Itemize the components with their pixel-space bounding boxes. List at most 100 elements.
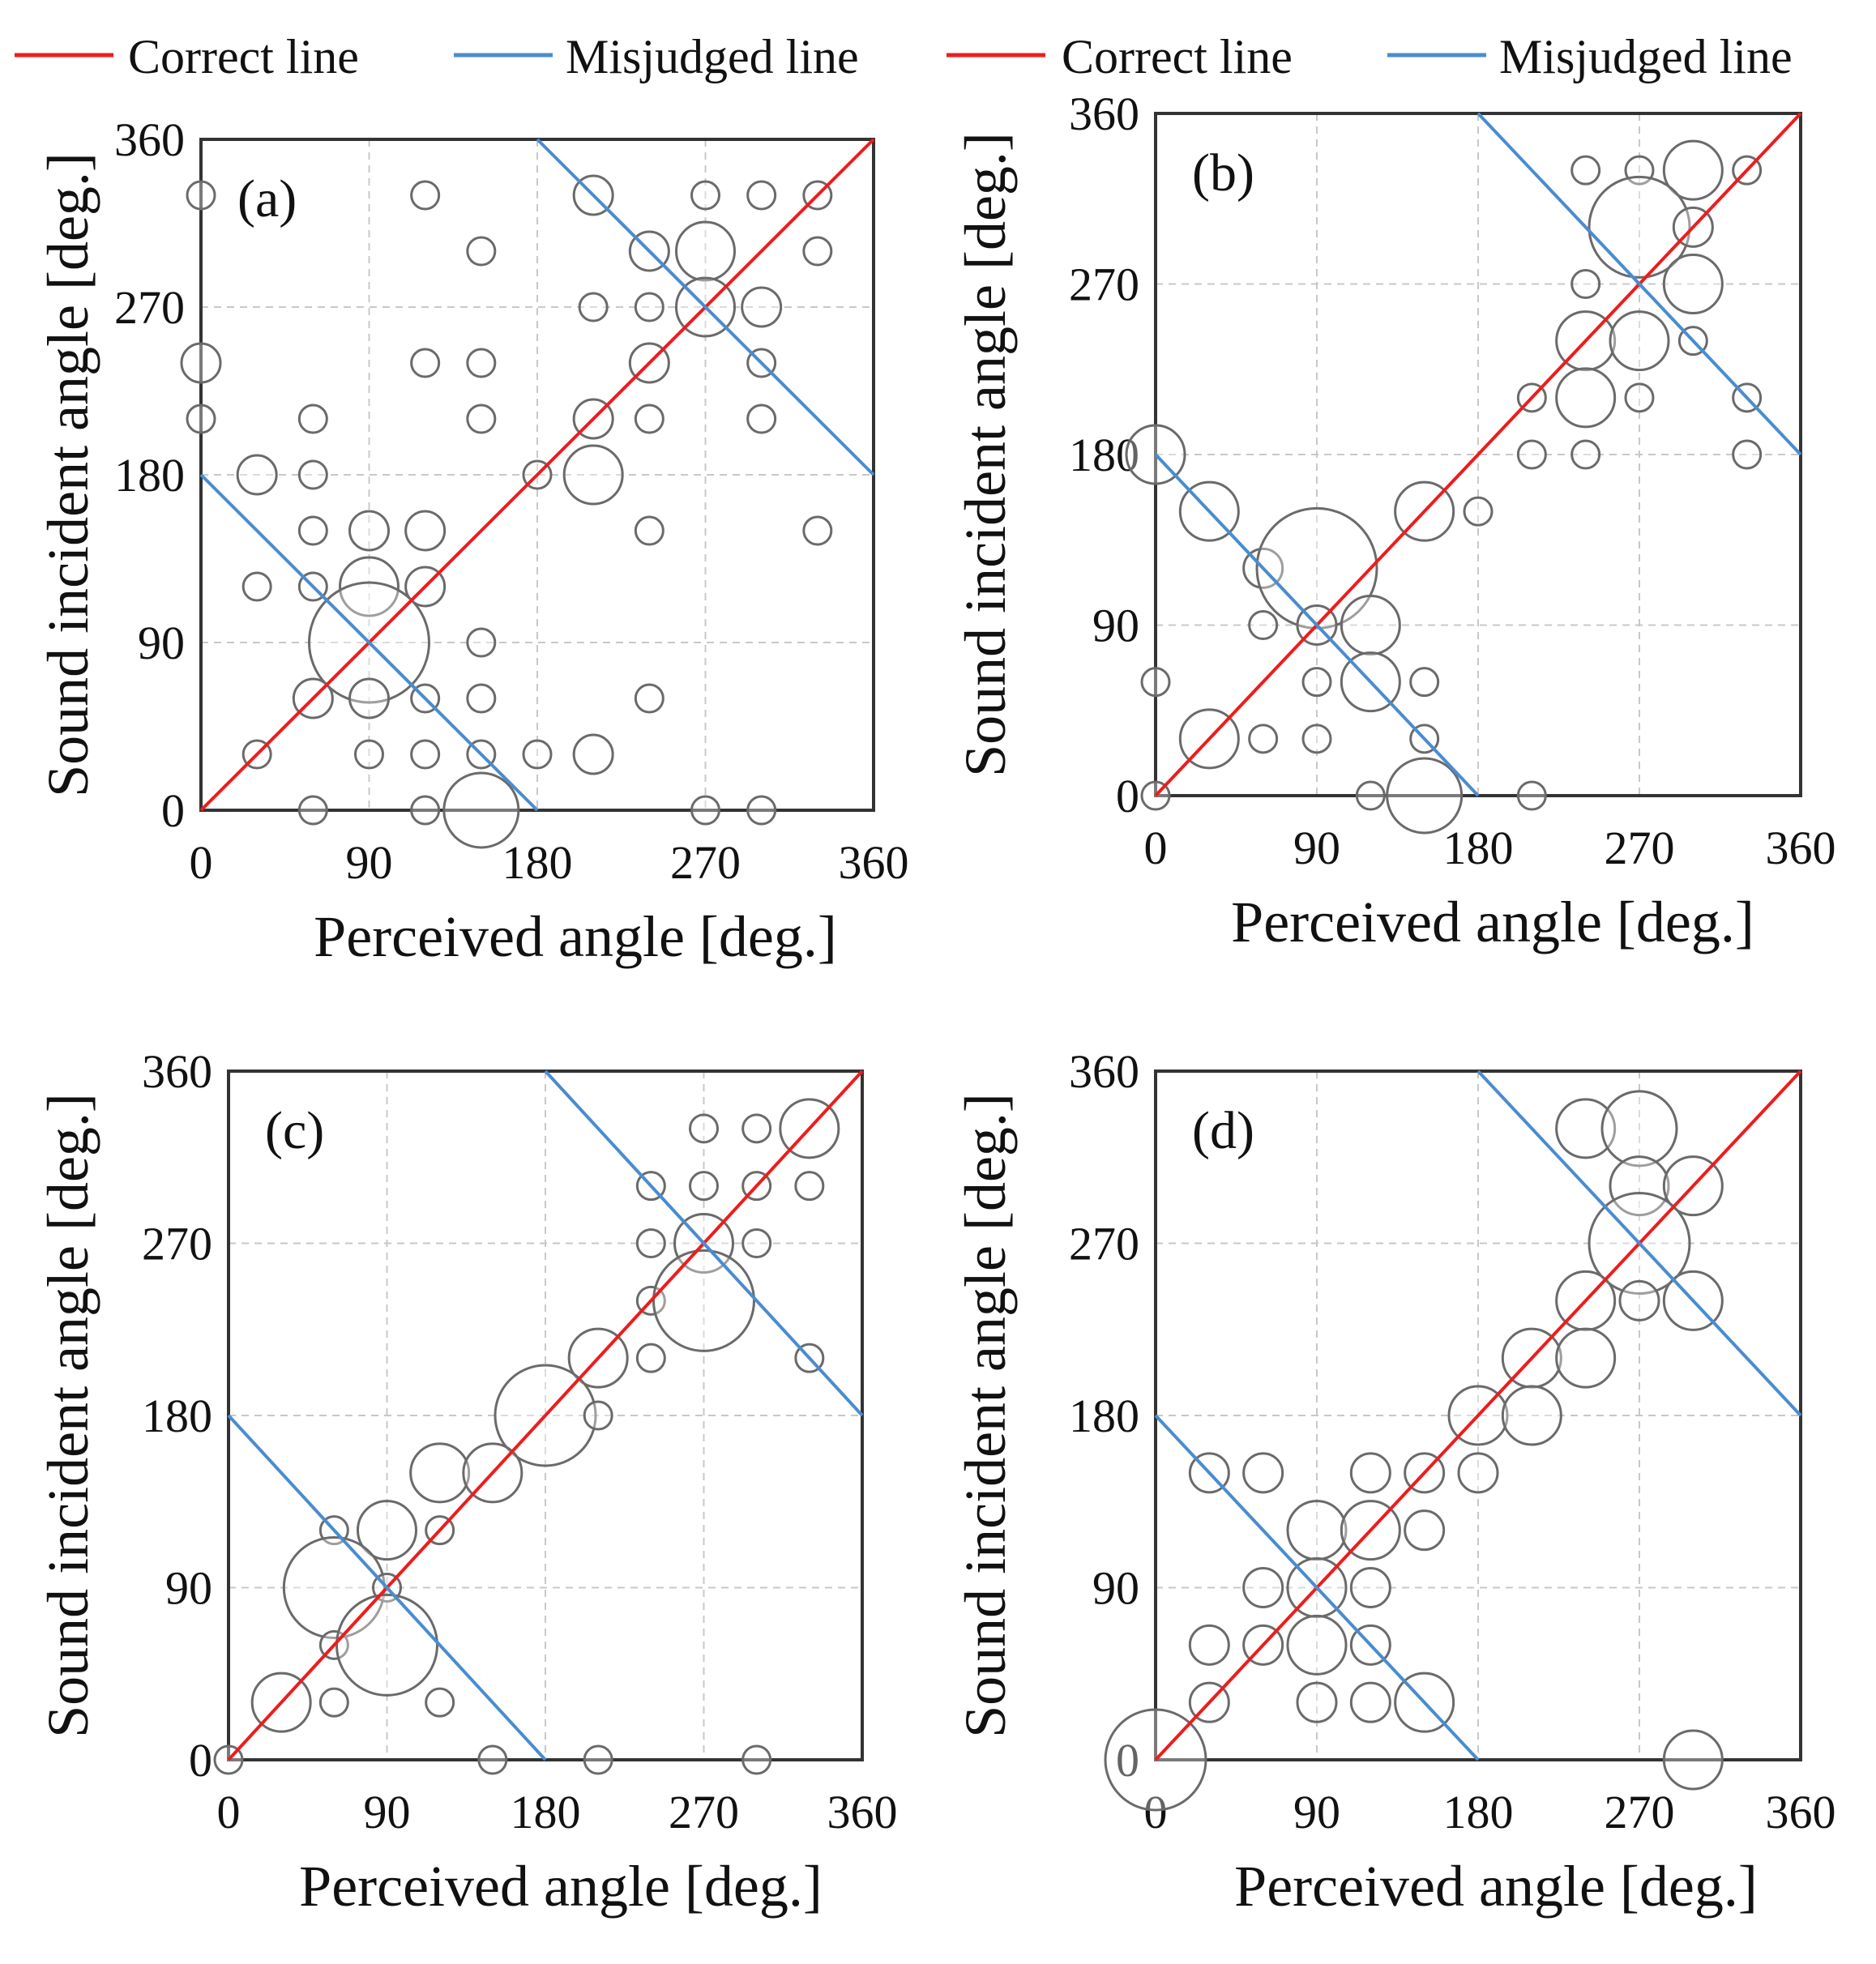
data-bubble — [410, 348, 441, 378]
data-bubble — [1409, 667, 1440, 698]
data-bubble — [741, 1744, 772, 1775]
x-tick-label: 0 — [190, 836, 213, 889]
data-bubble — [675, 220, 736, 282]
data-bubble — [1516, 439, 1547, 470]
y-tick-label: 90 — [1092, 600, 1139, 652]
data-bubble — [1248, 724, 1279, 754]
y-tick-label: 360 — [1069, 1045, 1139, 1098]
data-bubble — [180, 342, 222, 384]
y-tick-label: 360 — [114, 113, 185, 166]
y-tick-label: 180 — [114, 449, 185, 502]
x-tick-label: 360 — [827, 1786, 898, 1838]
legend-label-misjudged-2: Misjudged line — [1499, 30, 1793, 83]
data-bubble — [1286, 1500, 1348, 1561]
data-bubble — [282, 1536, 386, 1639]
y-axis-label: Sound incident angle [deg.] — [36, 1093, 100, 1738]
data-bubble — [746, 403, 777, 434]
data-bubble — [1349, 1452, 1391, 1494]
data-bubble — [425, 1687, 455, 1718]
data-bubble — [335, 1593, 438, 1697]
x-axis-label: Perceived angle [deg.] — [1234, 1854, 1758, 1919]
x-tick-label: 180 — [1443, 822, 1514, 874]
data-bubble — [348, 510, 390, 552]
data-bubble — [297, 795, 328, 826]
x-tick-label: 180 — [502, 836, 573, 889]
data-bubble — [357, 1500, 417, 1561]
data-bubble — [635, 1228, 666, 1258]
data-bubble — [652, 1249, 755, 1352]
data-bubble — [241, 571, 272, 602]
data-bubble — [1301, 667, 1332, 698]
legend-label-misjudged-1: Misjudged line — [566, 30, 859, 83]
data-bubble — [1570, 155, 1601, 186]
x-tick-label: 270 — [670, 836, 741, 889]
data-bubble — [634, 515, 665, 546]
panel-label: (d) — [1192, 1101, 1254, 1160]
data-bubble — [1570, 269, 1601, 299]
y-tick-label: 360 — [1069, 88, 1139, 140]
data-bubble — [634, 683, 665, 714]
x-tick-label: 180 — [511, 1786, 581, 1838]
data-bubble — [1301, 724, 1332, 754]
data-bubble — [466, 236, 497, 267]
data-bubble — [1242, 1452, 1284, 1494]
y-tick-label: 0 — [161, 784, 185, 837]
data-bubble — [1662, 254, 1724, 314]
y-tick-label: 90 — [165, 1562, 212, 1615]
data-bubble — [236, 454, 278, 496]
x-tick-label: 0 — [1144, 1786, 1168, 1838]
data-bubble — [794, 1171, 825, 1202]
x-axis-label: Perceived angle [deg.] — [1231, 890, 1754, 954]
data-bubble — [1662, 1729, 1724, 1791]
y-tick-label: 270 — [1069, 1218, 1139, 1270]
data-bubble — [746, 795, 777, 826]
data-bubble — [1662, 139, 1724, 201]
data-bubble — [1516, 780, 1547, 811]
data-bubble — [1570, 439, 1601, 470]
data-bubble — [1355, 780, 1386, 811]
data-bubble — [1624, 382, 1655, 413]
x-tick-label: 0 — [1144, 822, 1168, 874]
data-bubble — [583, 1744, 613, 1775]
y-tick-label: 270 — [114, 281, 185, 334]
y-tick-label: 270 — [142, 1218, 212, 1270]
panel-label: (b) — [1192, 143, 1254, 203]
x-tick-label: 360 — [1766, 1786, 1836, 1838]
misjudged-line — [1476, 112, 1802, 456]
data-bubble — [1618, 1279, 1660, 1321]
y-axis-label: Sound incident angle [deg.] — [36, 152, 100, 797]
data-bubble — [802, 236, 833, 267]
data-bubble — [1286, 1614, 1348, 1676]
data-bubble — [1386, 757, 1464, 835]
data-bubble — [477, 1744, 508, 1775]
data-bubble — [1555, 1098, 1617, 1159]
y-tick-label: 0 — [1116, 770, 1139, 822]
data-bubble — [1255, 506, 1378, 630]
x-tick-label: 0 — [217, 1786, 241, 1838]
data-bubble — [1457, 1452, 1499, 1494]
data-bubble — [1555, 1327, 1617, 1389]
misjudged-line — [1476, 1070, 1802, 1417]
x-tick-label: 270 — [669, 1786, 739, 1838]
data-bubble — [741, 1113, 772, 1144]
x-tick-label: 90 — [1293, 822, 1340, 874]
panel-label: (a) — [237, 169, 297, 228]
x-tick-label: 180 — [1443, 1786, 1514, 1838]
y-axis-label: Sound incident angle [deg.] — [953, 132, 1018, 777]
data-bubble — [466, 403, 497, 434]
data-bubble — [634, 292, 665, 322]
data-bubble — [186, 403, 216, 434]
data-bubble — [802, 515, 833, 546]
y-axis-label: Sound incident angle [deg.] — [953, 1093, 1018, 1738]
data-bubble — [1555, 367, 1617, 429]
data-bubble — [1340, 595, 1401, 655]
x-axis-label: Perceived angle [deg.] — [299, 1854, 823, 1919]
correct-line — [1154, 112, 1802, 797]
data-bubble — [635, 1343, 666, 1373]
legend: Correct line Misjudged line Correct line… — [15, 30, 1793, 83]
data-bubble — [466, 683, 497, 714]
